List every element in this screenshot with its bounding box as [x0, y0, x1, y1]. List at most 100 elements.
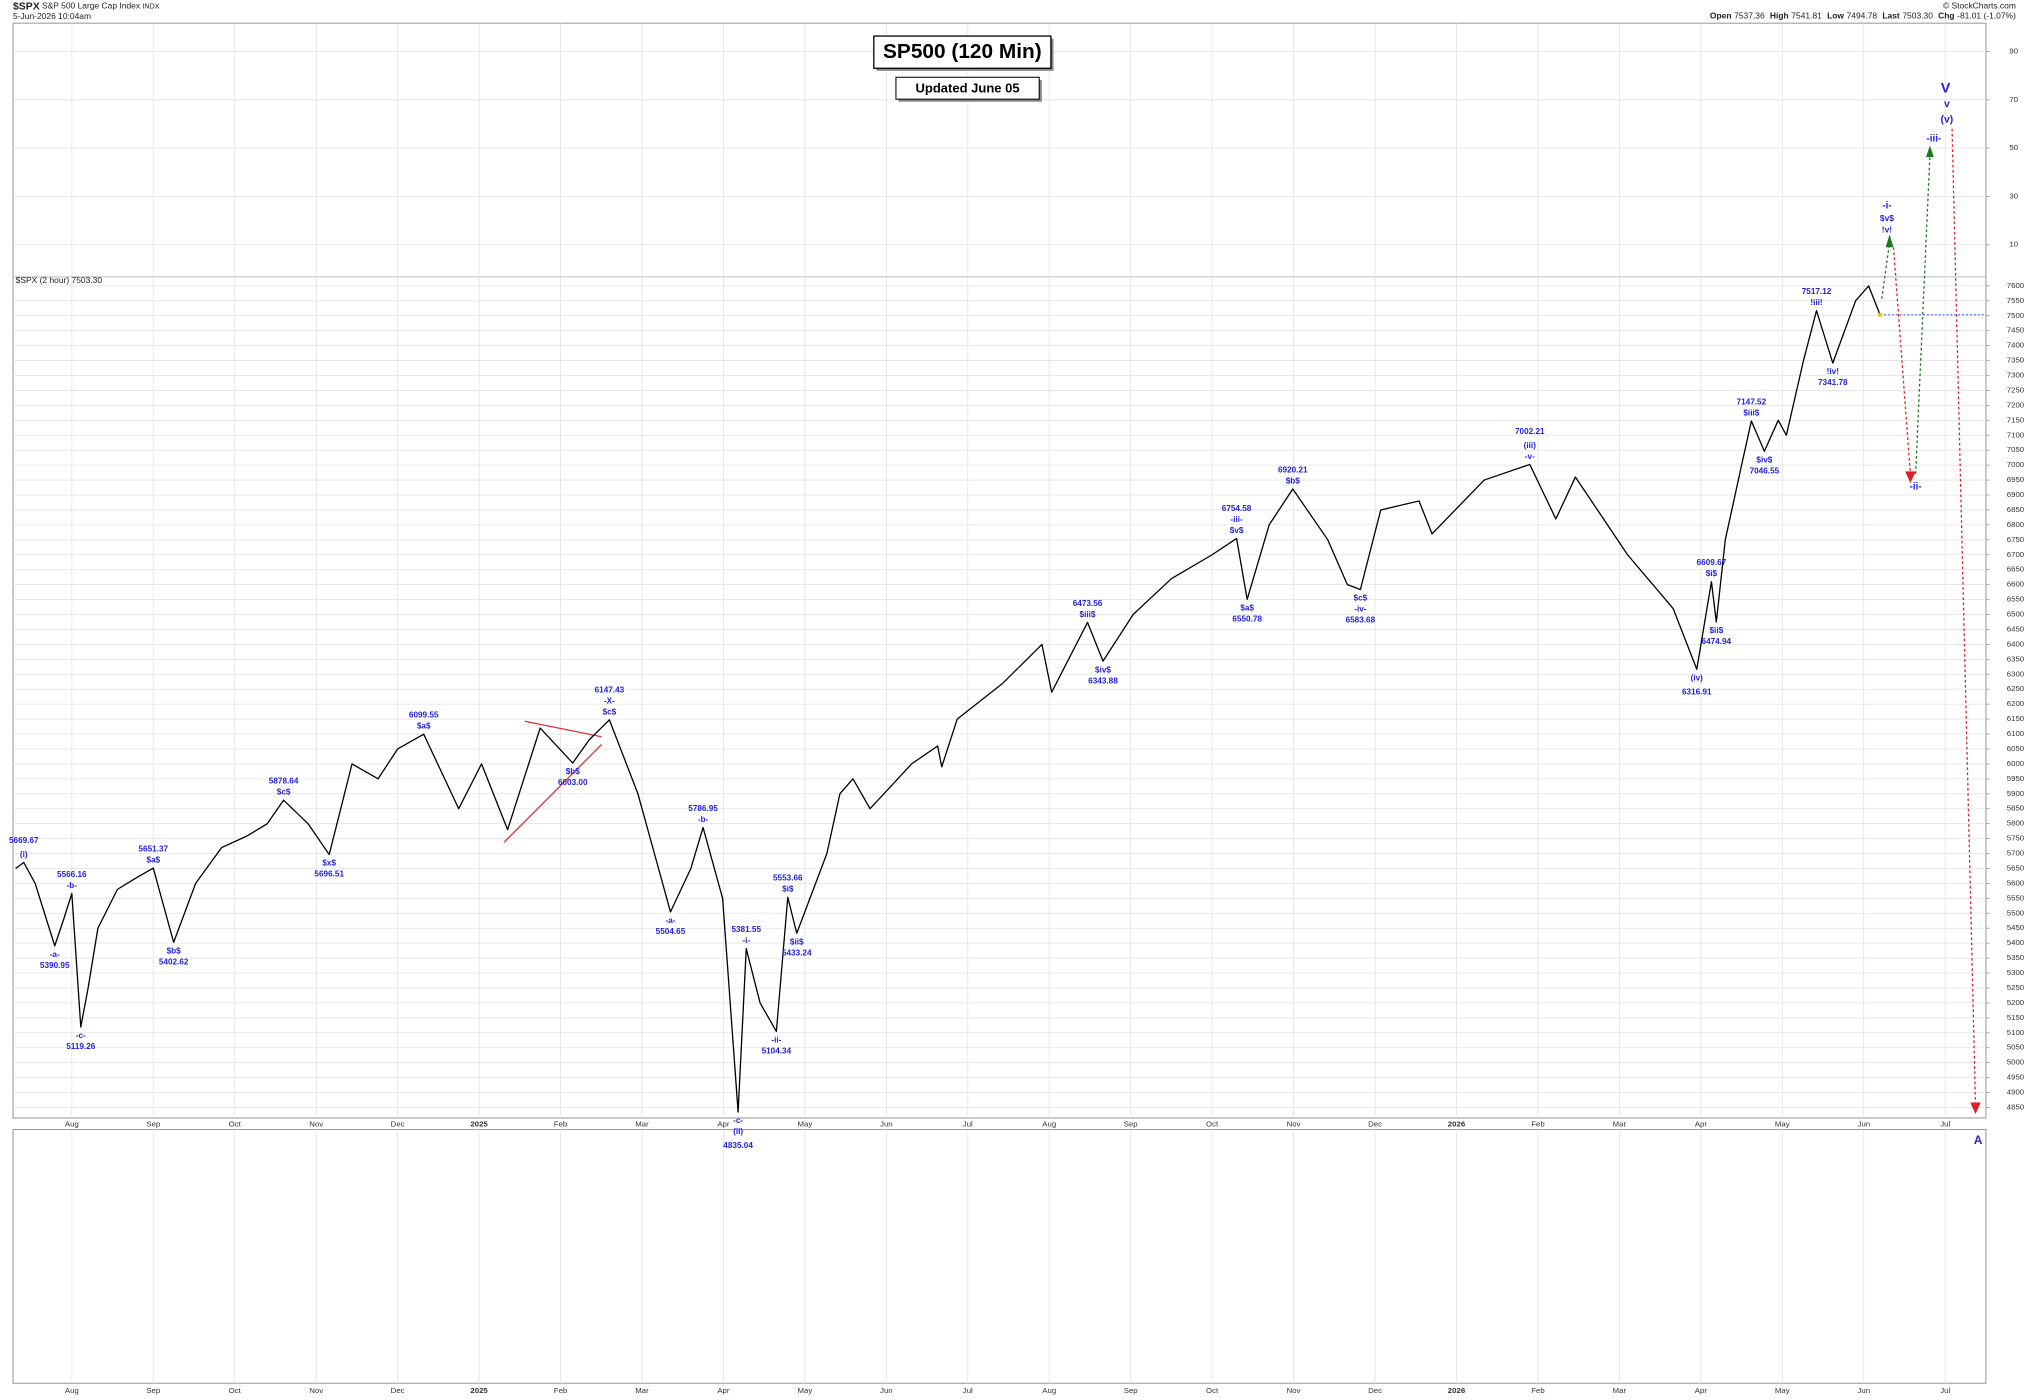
y-tick-label: 6250 [2007, 684, 2025, 693]
x-tick-label: Jun [1857, 1119, 1870, 1128]
y-tick-label: 5800 [2007, 819, 2025, 828]
wave-price: 5390.95 [40, 961, 70, 970]
wave-label: $c$ [1354, 594, 1368, 603]
projection-label: v [1944, 99, 1950, 110]
y-tick-label: 5700 [2007, 849, 2025, 858]
wave-price: 7341.78 [1818, 378, 1848, 387]
header-info: $SPX S&P 500 Large Cap Index INDX [13, 1, 160, 12]
y-tick-label: 6450 [2007, 625, 2025, 634]
wave-label: $ii$ [1709, 626, 1723, 635]
wave-price: 6583.68 [1346, 616, 1376, 625]
x-tick-label: Oct [1206, 1119, 1219, 1128]
x-tick-label: Aug [1042, 1119, 1056, 1128]
x-tick-label: Apr [717, 1386, 730, 1395]
y-tick-label: 5000 [2007, 1058, 2025, 1067]
wave-price: 6550.78 [1232, 614, 1262, 623]
quote-label: Last [1882, 11, 1900, 21]
legend-entry: $SPX (2 hour) 7503.30 [16, 275, 103, 285]
wave-price: 7147.52 [1737, 398, 1767, 407]
y-tick-label: 7600 [2007, 281, 2025, 290]
x-tick-label: Mar [635, 1119, 649, 1128]
y2-tick-label: 50 [2009, 143, 2018, 152]
y-tick-label: 5950 [2007, 774, 2025, 783]
y-tick-label: 6200 [2007, 699, 2025, 708]
wave-label: -ii- [771, 1036, 781, 1045]
wave-price: 5566.16 [57, 870, 87, 879]
quote-value: 7541.81 [1791, 11, 1822, 21]
y-tick-label: 6800 [2007, 520, 2025, 529]
wave-label: $b$ [1286, 476, 1301, 485]
arrowhead [1885, 234, 1894, 248]
wave-label: -a- [50, 950, 60, 959]
y-tick-label: 7050 [2007, 445, 2025, 454]
y-tick-label: 6400 [2007, 639, 2025, 648]
x-tick-label: 2026 [1448, 1386, 1466, 1395]
y-tick-label: 6750 [2007, 535, 2025, 544]
wave-label: -b- [67, 881, 78, 890]
wave-label: -iv- [1354, 605, 1367, 614]
x-tick-label: Aug [1042, 1386, 1056, 1395]
wave-label: (iv) [1691, 673, 1704, 682]
wave-label: $iii$ [1743, 409, 1759, 418]
wave-label: $b$ [566, 767, 581, 776]
projection-label: -iii- [1927, 134, 1942, 145]
y-tick-label: 6700 [2007, 550, 2025, 559]
wave-label: $b$ [167, 947, 182, 956]
y2-tick-label: 10 [2009, 240, 2018, 249]
wave-label: -X- [604, 696, 615, 705]
x-tick-label: May [1775, 1119, 1790, 1128]
x-tick-label: Feb [1531, 1386, 1544, 1395]
quote-label: Low [1827, 11, 1844, 21]
wave-price: 5402.62 [159, 958, 189, 967]
x-tick-label: Oct [1206, 1386, 1219, 1395]
y-tick-label: 6050 [2007, 744, 2025, 753]
wave-price: 6474.94 [1702, 637, 1732, 646]
wave-price: 6920.21 [1278, 465, 1308, 474]
wave-label: $i$ [782, 885, 794, 894]
y-tick-label: 7100 [2007, 430, 2025, 439]
wave-label: $i$ [1706, 569, 1718, 578]
y-tick-label: 6350 [2007, 654, 2025, 663]
grid [13, 23, 1986, 1384]
wave-label: $c$ [603, 707, 617, 716]
x-tick-label: Sep [1124, 1386, 1138, 1395]
wave-label: $a$ [146, 856, 160, 865]
x-tick-label: Jul [963, 1119, 973, 1128]
wave-label: (i) [20, 850, 28, 859]
quote-label: High [1770, 11, 1789, 21]
x-tick-label: Nov [1287, 1119, 1301, 1128]
projection-path [1914, 154, 1931, 474]
y-tick-label: 4950 [2007, 1073, 2025, 1082]
wave-price: 6609.67 [1697, 558, 1727, 567]
quote-label: Chg [1938, 11, 1954, 21]
wave-price: 4835.04 [723, 1141, 753, 1150]
projection-label: V [1941, 81, 1951, 97]
index-name: S&P 500 Large Cap Index [42, 1, 141, 11]
projection-path [1892, 247, 1912, 475]
wave-label: $iii$ [1080, 610, 1096, 619]
wave-label: $c$ [277, 788, 291, 797]
wave-price: 5878.64 [269, 777, 299, 786]
wave-price: 5119.26 [66, 1042, 96, 1051]
projection [1881, 128, 1977, 1106]
y-tick-label: 6100 [2007, 729, 2025, 738]
wave-label: !iv! [1827, 367, 1839, 376]
y-tick-label: 6600 [2007, 580, 2025, 589]
y-tick-label: 6950 [2007, 475, 2025, 484]
price-panel [12, 22, 1987, 1119]
wave-label: (iii) [1524, 441, 1537, 450]
wave-price: 6343.88 [1088, 676, 1118, 685]
y-tick-label: 5350 [2007, 953, 2025, 962]
lower-panel [12, 1129, 1987, 1384]
exchange: INDX [142, 2, 159, 10]
x-tick-label: Apr [717, 1119, 730, 1128]
wave-price: 5104.34 [762, 1047, 792, 1056]
y-tick-label: 5050 [2007, 1043, 2025, 1052]
wave-price: 5669.67 [9, 836, 39, 845]
wave-price: 6754.58 [1222, 504, 1252, 513]
x-tick-label: Sep [146, 1119, 160, 1128]
wave-label: -c- [76, 1031, 86, 1040]
y-tick-label: 6850 [2007, 505, 2025, 514]
